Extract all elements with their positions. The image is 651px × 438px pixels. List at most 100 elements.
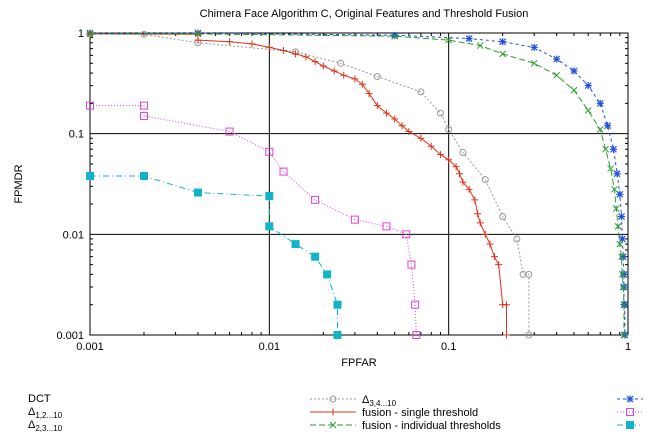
- legend-label: DCT: [28, 393, 51, 405]
- data-point: [337, 59, 345, 67]
- data-point: [553, 55, 561, 63]
- x-tick-label: 0.001: [76, 341, 104, 353]
- series-0: [86, 29, 629, 339]
- series-line: [89, 33, 530, 335]
- x-tick-label: 0.1: [441, 341, 456, 353]
- data-point: [86, 30, 94, 38]
- data-point: [614, 223, 622, 230]
- data-point: [481, 230, 489, 238]
- series-5: [86, 30, 628, 339]
- data-point: [474, 210, 482, 218]
- data-point: [619, 283, 627, 291]
- data-point: [490, 253, 498, 261]
- data-point: [620, 331, 628, 339]
- data-point: [333, 300, 342, 309]
- series-line: [90, 32, 626, 335]
- series-line: [89, 33, 507, 335]
- grid-lines: [90, 33, 628, 335]
- data-point: [525, 331, 533, 339]
- data-point: [452, 163, 460, 171]
- data-point: [382, 222, 391, 231]
- data-point: [139, 111, 148, 120]
- data-point: [445, 36, 453, 44]
- series-4: [86, 30, 510, 339]
- data-point: [502, 331, 510, 339]
- data-point: [398, 122, 406, 130]
- data-point: [459, 178, 467, 186]
- data-point: [584, 107, 592, 114]
- data-point: [616, 190, 624, 198]
- data-point: [265, 147, 274, 156]
- data-point: [373, 102, 381, 110]
- data-point: [620, 283, 628, 291]
- data-point: [391, 115, 399, 123]
- data-point: [402, 230, 411, 239]
- y-axis-label: FPMDR: [13, 164, 25, 203]
- legend-sample: [617, 395, 643, 403]
- data-point: [358, 80, 366, 88]
- data-point: [302, 53, 310, 61]
- data-point: [499, 213, 507, 221]
- data-point: [382, 109, 390, 117]
- data-point: [621, 301, 629, 309]
- legend-label: Δ3,4...10: [362, 394, 397, 408]
- y-tick-label: 0.1: [69, 129, 84, 141]
- data-point: [226, 38, 234, 46]
- x-axis-ticks: 0.001 0.01 0.1 1: [76, 33, 631, 353]
- series-layer: [86, 29, 629, 339]
- data-point: [311, 58, 319, 66]
- data-point: [513, 235, 521, 243]
- data-point: [436, 151, 444, 159]
- data-point: [456, 170, 464, 178]
- data-point: [495, 261, 503, 269]
- data-point: [465, 35, 473, 43]
- data-point: [365, 90, 373, 98]
- data-point: [333, 331, 342, 339]
- data-point: [86, 101, 94, 110]
- data-point: [616, 240, 624, 248]
- data-point: [553, 71, 560, 79]
- data-point: [311, 195, 320, 204]
- data-point: [265, 43, 273, 51]
- data-point: [618, 271, 626, 278]
- series-3: [86, 30, 533, 339]
- legend-sample: [310, 395, 356, 403]
- data-point: [265, 222, 274, 231]
- data-point: [481, 176, 489, 184]
- series-line: [90, 105, 417, 336]
- data-point: [613, 170, 621, 178]
- data-point: [292, 50, 300, 58]
- legend-sample: [617, 421, 643, 429]
- legend-sample: [310, 421, 356, 429]
- data-point: [502, 301, 510, 309]
- data-point: [139, 101, 148, 110]
- x-tick-label: 1: [625, 341, 631, 353]
- data-point: [265, 192, 274, 201]
- data-point: [486, 240, 494, 248]
- data-point: [626, 421, 634, 429]
- data-point: [602, 145, 609, 153]
- data-point: [417, 134, 425, 142]
- data-point: [248, 40, 256, 48]
- data-point: [86, 171, 94, 180]
- data-point: [329, 395, 337, 403]
- series-1: [86, 101, 421, 339]
- data-point: [618, 253, 625, 261]
- data-point: [139, 171, 148, 180]
- data-point: [417, 88, 425, 96]
- data-point: [596, 99, 604, 107]
- data-point: [445, 156, 453, 164]
- data-point: [618, 213, 626, 221]
- data-point: [391, 32, 399, 40]
- data-point: [620, 301, 628, 309]
- data-point: [604, 122, 612, 130]
- data-point: [311, 252, 320, 261]
- x-axis-label: FPFAR: [341, 357, 377, 369]
- data-point: [291, 240, 300, 249]
- data-point: [570, 67, 578, 75]
- data-point: [330, 67, 338, 75]
- data-point: [621, 331, 629, 339]
- data-point: [411, 300, 420, 309]
- data-point: [323, 270, 332, 279]
